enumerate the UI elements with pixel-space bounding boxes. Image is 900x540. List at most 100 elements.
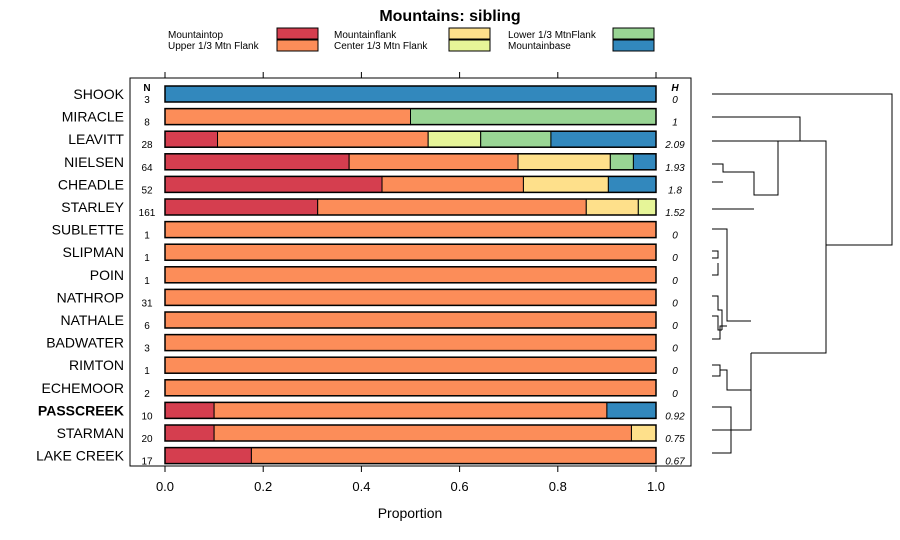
bar-segment xyxy=(522,175,609,193)
x-tick-label: 0.2 xyxy=(254,479,272,494)
row-h-value: 2.09 xyxy=(664,140,685,151)
x-tick-label: 0.0 xyxy=(156,479,174,494)
bar-outline xyxy=(164,198,657,216)
x-axis-label: Proportion xyxy=(378,505,443,521)
x-tick-label: 1.0 xyxy=(647,479,665,494)
dendrogram-branch xyxy=(712,93,893,246)
row-label: SHOOK xyxy=(73,86,124,102)
bar-segment xyxy=(250,447,657,465)
legend-swatch xyxy=(612,39,655,52)
dendrogram-branch xyxy=(712,325,727,340)
row-starley: STARLEY 161 1.52 xyxy=(61,198,685,219)
row-label: POIN xyxy=(90,267,124,283)
legend-label: Lower 1/3 MtnFlank xyxy=(508,30,597,41)
bar-outline xyxy=(164,175,657,194)
row-label: STARMAN xyxy=(57,425,124,441)
row-n-value: 64 xyxy=(141,163,153,174)
row-echemoor: ECHEMOOR 2 0 xyxy=(42,379,678,400)
row-h-value: 0 xyxy=(672,321,678,332)
legend-swatch xyxy=(448,27,491,40)
row-h-value: 0 xyxy=(672,366,678,377)
row-h-value: 0.75 xyxy=(665,434,685,445)
bar-outline xyxy=(164,333,657,352)
row-lake-creek: LAKE CREEK 17 0.67 xyxy=(36,446,685,468)
row-label: LAKE CREEK xyxy=(36,448,125,464)
row-label: NATHROP xyxy=(57,289,124,305)
bar-outline xyxy=(164,288,657,307)
row-n-value: 1 xyxy=(144,231,150,242)
row-poin: POIN 1 0 xyxy=(90,266,678,287)
x-tick-label: 0.4 xyxy=(352,479,370,494)
row-label: PASSCREEK xyxy=(38,402,124,418)
legend-label: Center 1/3 Mtn Flank xyxy=(334,41,428,52)
bar-outline xyxy=(164,356,657,374)
dendrogram-branch xyxy=(712,295,723,330)
row-h-value: 0 xyxy=(672,276,678,287)
bar-segment xyxy=(164,243,657,261)
bar-segment xyxy=(164,153,350,171)
bar-segment xyxy=(381,175,524,193)
row-h-value: 0 xyxy=(672,231,678,242)
row-leavitt: LEAVITT 28 2.09 xyxy=(68,130,685,151)
row-n-value: 1 xyxy=(144,366,150,377)
bar-segment xyxy=(585,198,639,216)
row-nielsen: NIELSEN 64 1.93 xyxy=(64,153,685,174)
bar-segment xyxy=(348,153,519,171)
x-tick-label: 0.6 xyxy=(451,479,469,494)
row-h-value: 1 xyxy=(672,118,678,129)
bar-outline xyxy=(164,153,657,171)
row-n-value: 31 xyxy=(141,298,153,309)
row-h-value: 1.52 xyxy=(665,208,685,219)
row-cheadle: CHEADLE 52 1.8 xyxy=(58,175,682,196)
row-label: STARLEY xyxy=(61,199,124,215)
row-label: LEAVITT xyxy=(68,131,124,147)
row-n-value: 161 xyxy=(139,208,156,219)
plot-frame xyxy=(129,77,692,467)
bar-segment xyxy=(213,401,608,419)
row-starman: STARMAN 20 0.75 xyxy=(57,424,685,445)
row-label: ECHEMOOR xyxy=(42,380,124,396)
bar-outline xyxy=(164,107,657,126)
dendrogram-branch xyxy=(712,116,827,354)
bar-segment xyxy=(317,198,587,216)
bar-segment xyxy=(550,130,657,148)
legend-label: Upper 1/3 Mtn Flank xyxy=(168,41,260,52)
dendrogram-branch xyxy=(712,364,721,377)
bar-segment xyxy=(637,198,657,216)
row-label: SLIPMAN xyxy=(63,244,124,260)
row-h-value: 0 xyxy=(672,389,678,400)
row-label: MIRACLE xyxy=(62,109,124,125)
row-n-value: 17 xyxy=(141,457,153,468)
bar-outline xyxy=(164,85,657,103)
dendrogram-branch xyxy=(712,430,732,454)
n-column-header: N xyxy=(143,83,150,94)
bar-segment xyxy=(164,424,215,442)
row-h-value: 0 xyxy=(672,344,678,355)
row-n-value: 10 xyxy=(141,411,153,422)
row-label: RIMTON xyxy=(69,357,124,373)
bar-segment xyxy=(164,311,657,329)
legend-swatch xyxy=(612,27,655,40)
chart-title: Mountains: sibling xyxy=(379,8,520,25)
bar-segment xyxy=(164,130,219,148)
bar-segment xyxy=(606,401,657,419)
bar-segment xyxy=(427,130,482,148)
bar-segment xyxy=(517,153,611,171)
row-label: BADWATER xyxy=(46,335,124,351)
row-n-value: 52 xyxy=(141,185,153,196)
row-n-value: 1 xyxy=(144,253,150,264)
bar-rows: SHOOK 3 0 MIRACLE 8 1 LEAVITT 28 2.09 NIELSEN 64 1.… xyxy=(36,85,685,468)
legend-label: Mountainflank xyxy=(334,30,397,41)
row-slipman: SLIPMAN 1 0 xyxy=(63,243,678,264)
legend-swatch xyxy=(276,27,319,40)
row-h-value: 0.92 xyxy=(665,411,685,422)
bar-outline xyxy=(164,130,657,148)
dendrogram-branch xyxy=(712,250,719,259)
row-n-value: 8 xyxy=(144,118,150,129)
row-badwater: BADWATER 3 0 xyxy=(46,333,678,355)
dendrogram-branch xyxy=(712,228,751,322)
row-n-value: 28 xyxy=(141,140,153,151)
bar-segment xyxy=(164,175,383,193)
